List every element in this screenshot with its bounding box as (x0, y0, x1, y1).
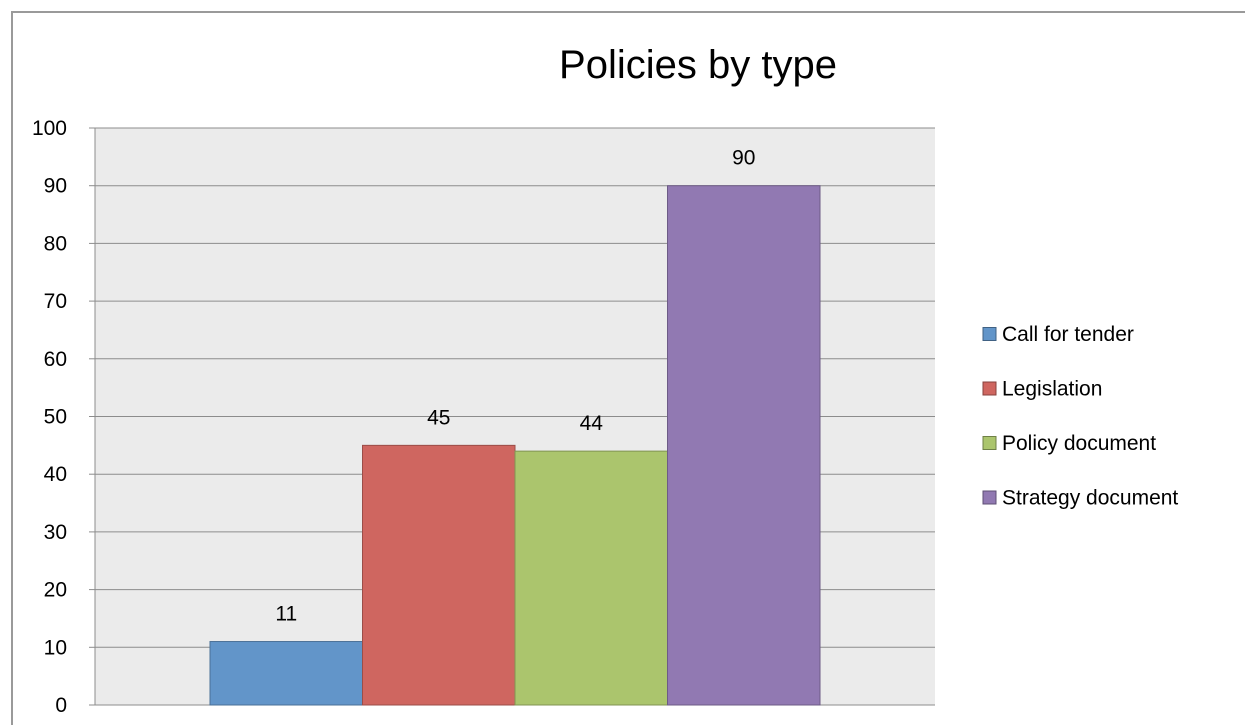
data-label: 90 (732, 147, 755, 170)
y-tick-label: 100 (32, 117, 67, 140)
y-tick-label: 0 (55, 694, 67, 717)
y-tick-label: 20 (44, 579, 67, 602)
legend-swatch (982, 381, 997, 396)
data-label: 11 (275, 603, 297, 626)
y-tick-label: 80 (44, 232, 67, 255)
y-tick-label: 40 (44, 463, 67, 486)
legend-label: Strategy document (1002, 487, 1178, 510)
bar (362, 444, 516, 706)
chart-title: Policies by type (559, 43, 837, 87)
y-tick-label: 50 (44, 406, 67, 429)
legend-swatch (982, 327, 997, 341)
legend-swatch (982, 490, 997, 505)
y-tick-label: 70 (44, 290, 67, 313)
legend-label: Policy document (1002, 432, 1156, 455)
data-label: 44 (580, 412, 604, 435)
legend-label: Legislation (1002, 378, 1102, 401)
legend-swatch (982, 436, 997, 450)
y-tick-label: 10 (44, 636, 67, 659)
plot-area: 0 10 20 30 40 50 60 70 80 90 100 11 45 44 90 (32, 117, 935, 717)
bar (209, 641, 363, 706)
bar (514, 450, 668, 706)
legend-label: Call for tender (1002, 323, 1134, 346)
y-tick-label: 90 (44, 175, 67, 198)
y-tick-label: 60 (44, 348, 67, 371)
bar (667, 185, 821, 706)
legend: Call for tender Legislation Policy documen… (982, 323, 1178, 510)
y-tick-label: 30 (44, 521, 67, 544)
data-label: 45 (427, 406, 450, 429)
